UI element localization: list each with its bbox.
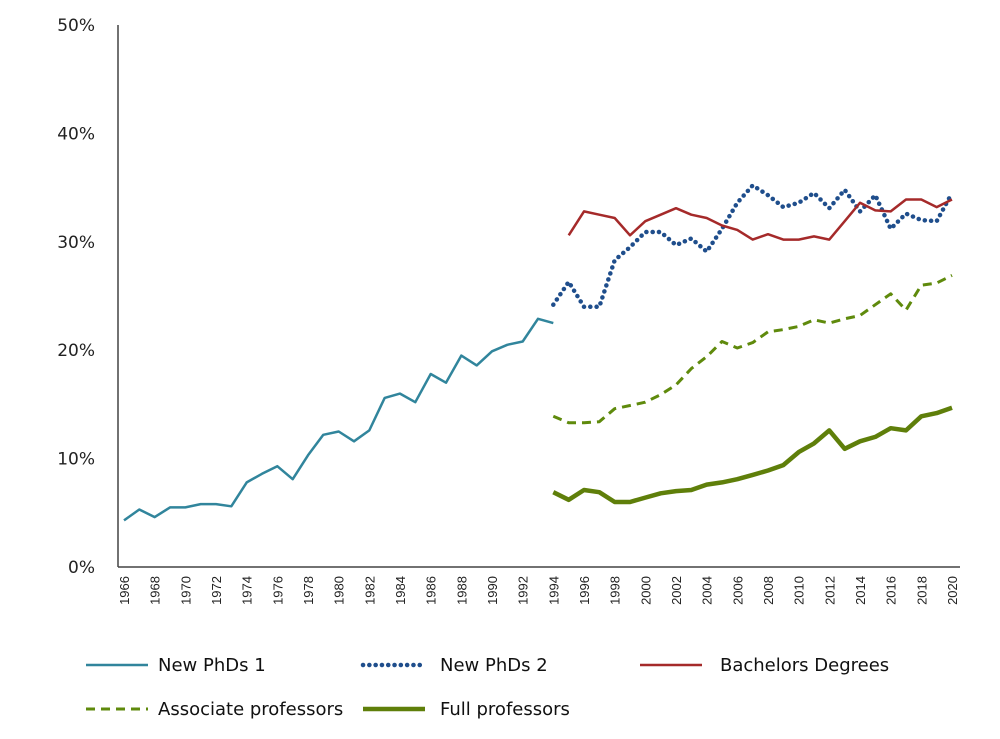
x-tick-label: 2016	[884, 576, 899, 605]
x-tick-label: 1992	[516, 576, 531, 605]
x-tick-label: 2012	[822, 576, 837, 605]
x-tick-label: 1994	[546, 576, 561, 605]
x-tick-label: 2010	[792, 576, 807, 605]
y-tick-label: 20%	[57, 341, 95, 361]
legend-label: Bachelors Degrees	[720, 655, 889, 676]
legend-item: Full professors	[363, 699, 570, 720]
y-tick-label: 10%	[57, 450, 95, 470]
x-tick-label: 2004	[700, 576, 715, 605]
series-line-full-professors	[552, 405, 953, 505]
x-tick-label: 1996	[577, 576, 592, 605]
x-tick-label: 1976	[270, 576, 285, 605]
x-tick-label: 2006	[730, 576, 745, 605]
x-tick-label: 1966	[117, 576, 132, 605]
x-tick-label: 2020	[945, 576, 960, 605]
x-tick-label: 1990	[485, 576, 500, 605]
series-lines	[123, 183, 955, 522]
series-line-bachelors-degrees	[567, 198, 953, 241]
legend-label: Associate professors	[158, 699, 343, 720]
x-axis-ticks: 1966 1968 1970 1972 1974 1976 1978 1980 1982 1984…	[117, 576, 960, 605]
series-line-new-phds-1	[123, 317, 554, 522]
x-tick-label: 2018	[914, 576, 929, 605]
x-tick-label: 1970	[178, 576, 193, 605]
y-tick-label: 40%	[57, 124, 95, 144]
legend-label: New PhDs 1	[158, 655, 266, 676]
x-tick-label: 1982	[362, 576, 377, 605]
y-tick-label: 50%	[57, 16, 95, 36]
legend-item: New PhDs 2	[360, 655, 548, 676]
x-tick-label: 1998	[608, 576, 623, 605]
x-tick-label: 1986	[424, 576, 439, 605]
series-line-new-phds-2	[551, 183, 955, 310]
legend-item: Associate professors	[86, 699, 343, 720]
legend-item: Bachelors Degrees	[640, 655, 889, 676]
x-tick-label: 1972	[209, 576, 224, 605]
y-tick-label: 0%	[68, 558, 95, 578]
y-axis-ticks: 0% 10% 20% 30% 40% 50%	[57, 16, 95, 578]
legend-label: New PhDs 2	[440, 655, 548, 676]
x-tick-label: 2008	[761, 576, 776, 605]
x-tick-label: 2014	[853, 576, 868, 605]
legend-label: Full professors	[440, 699, 570, 720]
x-tick-label: 1984	[393, 576, 408, 605]
x-tick-label: 1978	[301, 576, 316, 605]
x-tick-label: 2000	[638, 576, 653, 605]
legend-item: New PhDs 1	[86, 655, 266, 676]
legend: New PhDs 1 New PhDs 2 Bachelors Degrees Ass…	[86, 655, 889, 720]
series-line-associate-professors	[552, 274, 953, 425]
x-tick-label: 1968	[148, 576, 163, 605]
y-tick-label: 30%	[57, 233, 95, 253]
x-tick-label: 1974	[240, 576, 255, 605]
x-tick-label: 1988	[454, 576, 469, 605]
x-tick-label: 1980	[332, 576, 347, 605]
x-tick-label: 2002	[669, 576, 684, 605]
